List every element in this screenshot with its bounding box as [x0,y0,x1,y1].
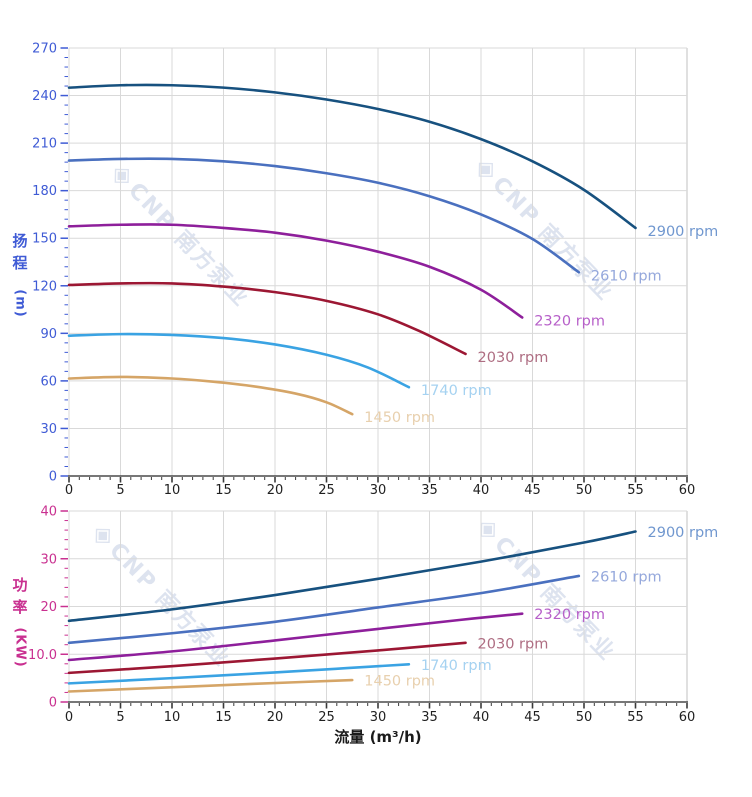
svg-text:240: 240 [32,89,57,104]
svg-text:55: 55 [627,710,644,725]
power-axis-title-text: 功率 [12,576,28,616]
svg-text:60: 60 [40,374,57,389]
series-label: 2030 rpm [478,636,549,652]
svg-text:45: 45 [524,483,541,498]
svg-text:35: 35 [421,483,438,498]
svg-text:90: 90 [40,327,57,342]
series-label: 2610 rpm [591,268,662,284]
svg-text:50: 50 [576,483,593,498]
power-vs-flow-series-2900-rpm: 2900 rpm [67,525,719,623]
series-label: 2900 rpm [648,224,719,240]
power-vs-flow-series-2030-rpm: 2030 rpm [67,636,549,675]
power-vs-flow-series-2320-rpm: 2320 rpm [67,607,605,662]
head-axis-title-text: 扬程 [12,232,28,272]
svg-text:20: 20 [267,710,284,725]
svg-text:0: 0 [49,470,57,485]
svg-text:30: 30 [370,483,387,498]
head-vs-flow-chart: 0 5 10 15 20 25 30 35 40 45 50 55 60 0 30 60 90 120 150 180… [32,42,718,499]
svg-text:25: 25 [318,483,335,498]
series-label: 2320 rpm [534,607,605,623]
svg-text:30: 30 [40,552,57,567]
svg-text:20: 20 [267,483,284,498]
svg-text:20: 20 [40,600,57,615]
head-vs-flow-series-1740-rpm: 1740 rpm [67,332,492,399]
power-axis-unit: (KW) [12,627,28,668]
svg-text:60: 60 [679,710,696,725]
head-vs-flow-series-2900-rpm: 2900 rpm [67,83,719,240]
svg-text:120: 120 [32,279,57,294]
series-label: 1740 rpm [421,383,492,399]
head-axis-title: 扬程 (m) [7,230,33,318]
svg-text:5: 5 [116,710,124,725]
svg-text:30: 30 [40,422,57,437]
series-label: 2320 rpm [534,313,605,329]
head-axis-unit: (m) [12,289,28,318]
svg-text:0: 0 [49,696,57,711]
svg-text:10: 10 [164,710,181,725]
svg-text:50: 50 [576,710,593,725]
head-vs-flow-series-2030-rpm: 2030 rpm [67,281,549,366]
svg-text:150: 150 [32,232,57,247]
svg-text:45: 45 [524,710,541,725]
series-label: 1450 rpm [364,410,435,426]
svg-text:60: 60 [679,483,696,498]
series-label: 2030 rpm [478,350,549,366]
svg-text:10.0: 10.0 [28,648,57,663]
svg-text:40: 40 [473,710,490,725]
svg-text:25: 25 [318,710,335,725]
svg-text:35: 35 [421,710,438,725]
power-vs-flow-series-1740-rpm: 1740 rpm [67,658,492,685]
head-vs-flow-series-2320-rpm: 2320 rpm [67,223,605,329]
svg-text:40: 40 [473,483,490,498]
series-label: 2610 rpm [591,569,662,585]
power-vs-flow-series-1450-rpm: 1450 rpm [67,674,435,693]
svg-text:40: 40 [40,505,57,520]
svg-text:55: 55 [627,483,644,498]
svg-text:5: 5 [116,483,124,498]
head-vs-flow-series-2610-rpm: 2610 rpm [67,157,662,284]
power-vs-flow-chart: 0 5 10 15 20 25 30 35 40 45 50 55 60 0 10.0 20 30 40 2900 … [28,505,718,726]
head-vs-flow-series-1450-rpm: 1450 rpm [67,375,435,426]
series-label: 1740 rpm [421,658,492,674]
power-axis-title: 功率 (KW) [7,574,33,668]
power-vs-flow-series-2610-rpm: 2610 rpm [67,569,662,645]
svg-text:0: 0 [65,710,73,725]
series-label: 1450 rpm [364,674,435,690]
svg-text:15: 15 [215,710,232,725]
svg-text:0: 0 [65,483,73,498]
svg-text:270: 270 [32,42,57,57]
svg-text:10: 10 [164,483,181,498]
flow-axis-title: 流量 (m³/h) [334,728,422,746]
series-label: 2900 rpm [648,525,719,541]
svg-text:210: 210 [32,137,57,152]
svg-text:15: 15 [215,483,232,498]
svg-text:180: 180 [32,184,57,199]
svg-text:30: 30 [370,710,387,725]
